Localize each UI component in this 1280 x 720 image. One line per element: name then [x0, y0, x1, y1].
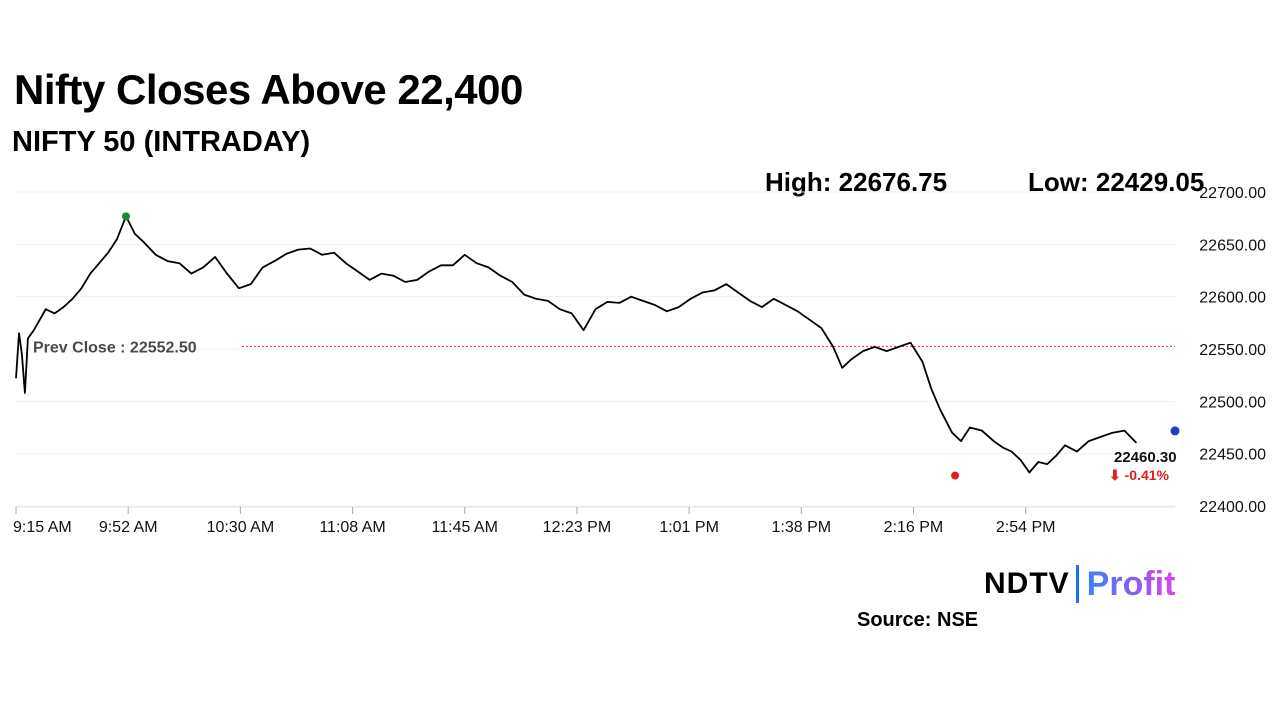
x-tick-label: 11:08 AM	[319, 519, 385, 536]
x-tick-label: 9:52 AM	[99, 519, 158, 536]
x-tick-label: 1:01 PM	[659, 519, 719, 536]
y-gridlines	[16, 191, 1175, 507]
end-marker	[1170, 426, 1180, 436]
x-tick-label: 10:30 AM	[207, 519, 275, 536]
chart-subtitle: NIFTY 50 (INTRADAY)	[12, 126, 311, 158]
y-tick-label: 22400.00	[1199, 499, 1266, 516]
x-tick-label: 1:38 PM	[771, 519, 831, 536]
x-tick-label: 9:15 AM	[13, 519, 72, 536]
brand-divider	[1075, 565, 1079, 603]
brand-main-text: NDTV	[984, 567, 1070, 600]
source-note: Source: NSE	[857, 609, 979, 631]
x-axis-ticks: 9:15 AM 9:52 AM 10:30 AM 11:08 AM 11:45 AM 12…	[13, 506, 1175, 536]
y-axis-ticks: 22400.00 22450.00 22500.00 22550.00 22600.00…	[1199, 185, 1266, 516]
chart-title: Nifty Closes Above 22,400	[14, 66, 523, 113]
y-tick-label: 22600.00	[1199, 290, 1266, 307]
ndtv-profit-logo: NDTV Profit	[984, 562, 1175, 606]
x-tick-label: 2:54 PM	[996, 519, 1056, 536]
day-low-marker	[951, 471, 960, 480]
prev-close-label: Prev Close : 22552.50	[33, 339, 197, 356]
y-tick-label: 22700.00	[1199, 185, 1266, 202]
brand-sub-text: Profit	[1086, 564, 1176, 603]
x-tick-label: 12:23 PM	[543, 519, 611, 536]
y-tick-label: 22500.00	[1199, 394, 1266, 411]
last-change-label: ⬇ -0.41%	[1109, 467, 1170, 483]
series-line-nifty50	[15, 215, 1138, 474]
y-tick-label: 22650.00	[1199, 237, 1266, 254]
y-tick-label: 22550.00	[1199, 342, 1266, 359]
y-tick-label: 22450.00	[1199, 447, 1266, 464]
x-tick-label: 2:16 PM	[884, 519, 944, 536]
x-tick-label: 11:45 AM	[432, 519, 498, 536]
last-value-label: 22460.30	[1114, 449, 1177, 466]
day-high-marker	[121, 212, 130, 221]
